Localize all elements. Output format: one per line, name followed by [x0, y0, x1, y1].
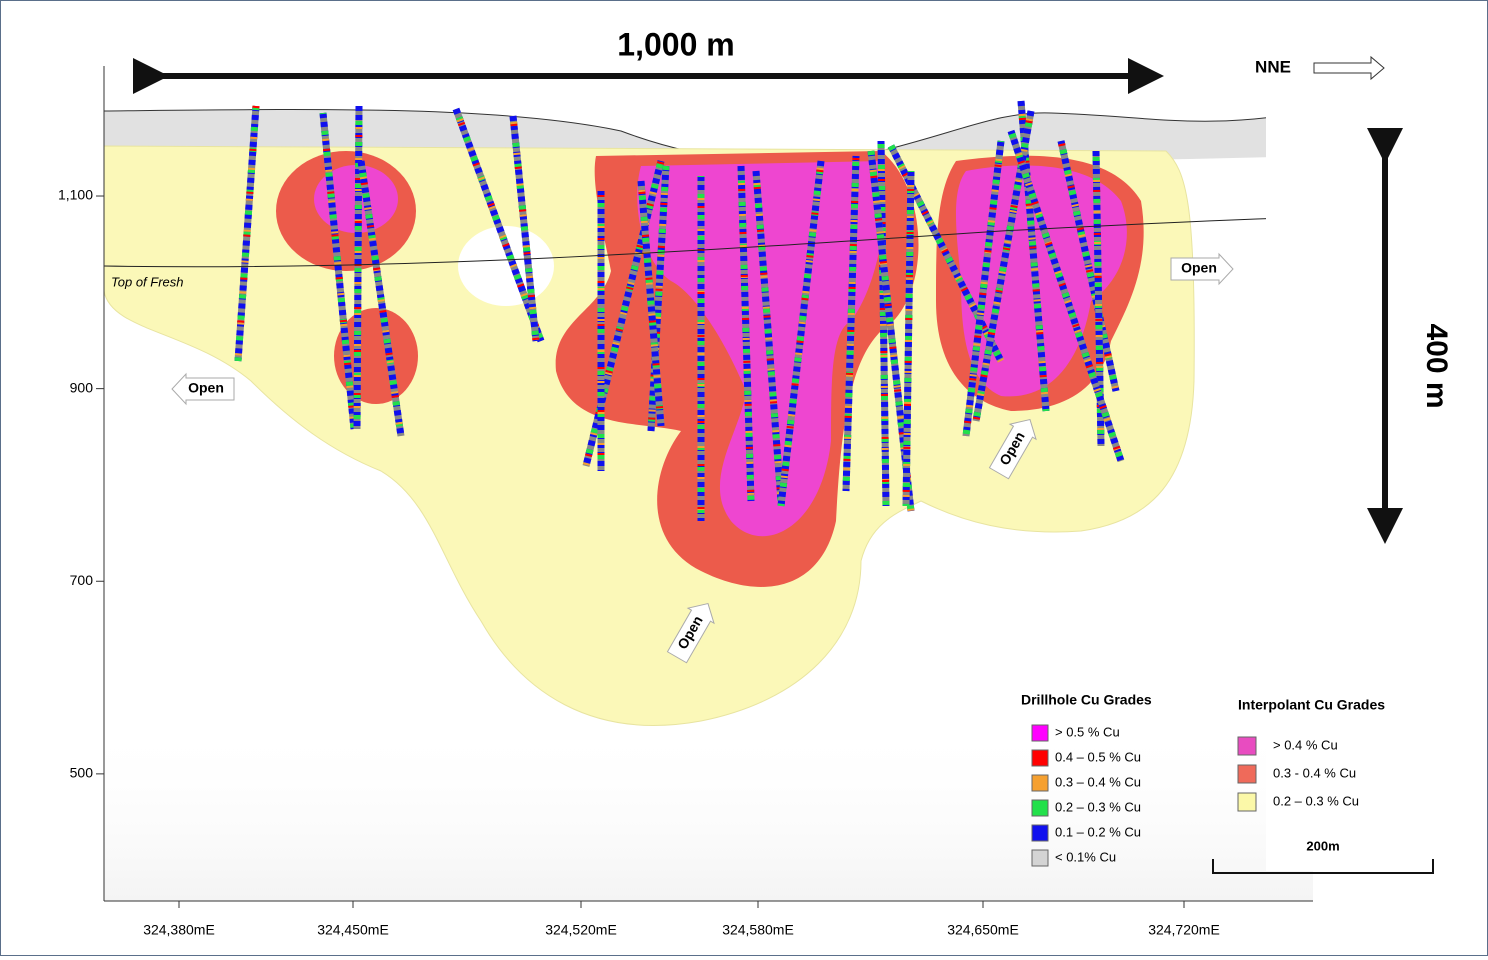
legend-swatch [1031, 749, 1049, 767]
top-of-fresh-label: Top of Fresh [111, 274, 184, 289]
legend-swatch [1237, 764, 1257, 784]
x-tick-label: 324,650mE [947, 922, 1019, 938]
legend-swatch [1031, 799, 1049, 817]
drillhole-grade [737, 165, 755, 502]
panel [1266, 91, 1441, 871]
legend-label: 0.2 – 0.3 % Cu [1055, 799, 1141, 814]
drillhole-grade [752, 170, 785, 502]
drillhole-grade [1007, 129, 1125, 463]
legend-label: > 0.5 % Cu [1055, 724, 1120, 739]
drillhole-grade [877, 140, 890, 507]
drillhole-grade [1092, 150, 1105, 447]
legend-label: 0.4 – 0.5 % Cu [1055, 749, 1141, 764]
drillhole-grade [357, 160, 405, 437]
y-tick-label: 1,100 [58, 187, 93, 203]
drillhole-grade [842, 155, 860, 492]
x-tick-label: 324,720mE [1148, 922, 1220, 938]
legend-title: Interpolant Cu Grades [1238, 697, 1385, 713]
legend-label: > 0.4 % Cu [1273, 737, 1338, 752]
drillhole-grade [353, 105, 363, 430]
legend-swatch [1237, 736, 1257, 756]
drillhole-grade [962, 140, 1005, 437]
y-tick-label: 700 [70, 572, 94, 588]
drillhole-grade [637, 180, 665, 427]
drillhole-grade [752, 170, 785, 502]
drillhole-grade [234, 105, 260, 362]
drillhole-grade [509, 115, 540, 342]
y-tick-label: 500 [70, 765, 94, 781]
drillhole-grade [902, 170, 915, 507]
x-tick-label: 324,380mE [143, 922, 215, 938]
drillhole-grade [1057, 140, 1120, 392]
drillhole-grade [319, 112, 358, 430]
open-label: Open [1181, 260, 1217, 276]
legend-label: 0.2 – 0.3 % Cu [1273, 793, 1359, 808]
drillhole [452, 107, 545, 343]
legend-label: < 0.1% Cu [1055, 849, 1116, 864]
drillhole-grade [972, 110, 1035, 422]
legend-label: 0.3 – 0.4 % Cu [1055, 774, 1141, 789]
legend-label: 0.3 - 0.4 % Cu [1273, 765, 1356, 780]
y-tick-label: 900 [70, 379, 94, 395]
x-tick-label: 324,520mE [545, 922, 617, 938]
open-arrow: Open [1170, 252, 1234, 286]
top-of-fresh-line [103, 216, 1314, 268]
direction-label: NNE [1255, 57, 1291, 76]
scale-bar-label: 1,000 m [617, 26, 734, 62]
legend-swatch [1237, 792, 1257, 812]
legend-swatch [1031, 774, 1049, 792]
drillhole-grade [509, 115, 540, 342]
magenta-shell [956, 165, 1127, 397]
open-arrow-shape [1170, 252, 1234, 286]
drillhole-grade [582, 160, 665, 467]
legend-swatch [1031, 824, 1049, 842]
vertical-scale-label: 400 m [1420, 323, 1453, 408]
drillhole-grade [902, 170, 915, 507]
shade [104, 721, 1313, 901]
open-label: Open [188, 380, 224, 396]
open-arrow-shape [988, 418, 1037, 480]
open-arrow-shape [171, 372, 235, 406]
legend-label: 0.1 – 0.2 % Cu [1055, 824, 1141, 839]
drillhole-grade [647, 165, 670, 432]
scale-bracket [1212, 859, 1434, 874]
x-tick-label: 324,580mE [722, 922, 794, 938]
legend-title: Drillhole Cu Grades [1021, 692, 1152, 708]
open-arrow-shape [666, 602, 715, 664]
drillhole-grade [777, 160, 825, 507]
scale-label: 200m [1306, 838, 1339, 853]
legend-swatch [1031, 849, 1049, 867]
drillhole-grade [877, 140, 890, 507]
x-tick-label: 324,450mE [317, 922, 389, 938]
direction-arrow [1313, 55, 1385, 81]
open-arrow: Open [171, 372, 235, 406]
drillhole-grade [1017, 100, 1050, 412]
legend-swatch [1031, 724, 1049, 742]
drillhole-grade [637, 180, 665, 427]
